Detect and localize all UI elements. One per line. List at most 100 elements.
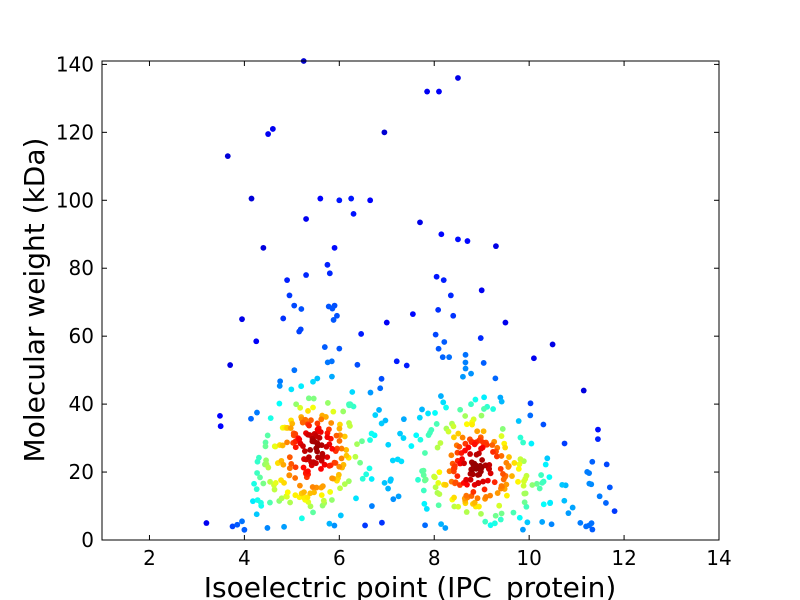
data-point: [264, 432, 271, 439]
data-point: [463, 509, 470, 515]
data-point: [389, 457, 396, 464]
data-point: [336, 345, 343, 352]
data-point: [498, 483, 505, 489]
x-tick-label: 12: [611, 546, 636, 570]
data-point: [469, 471, 476, 478]
x-axis-label: Isoelectric point (IPC_protein): [204, 571, 617, 600]
data-point: [539, 479, 546, 486]
data-point: [467, 451, 474, 457]
data-point: [241, 526, 248, 533]
data-point: [229, 523, 236, 530]
data-point: [253, 511, 260, 518]
data-point: [272, 479, 279, 486]
data-point: [400, 435, 407, 441]
data-point: [586, 470, 593, 477]
data-point: [256, 454, 262, 461]
data-point: [462, 447, 468, 454]
data-point: [439, 354, 446, 361]
data-point: [359, 438, 365, 445]
data-point: [474, 495, 481, 502]
data-point: [291, 367, 298, 374]
data-point: [354, 361, 361, 368]
data-point: [292, 431, 299, 437]
data-point: [521, 490, 528, 497]
data-point: [420, 487, 427, 494]
data-point: [217, 423, 224, 430]
data-point: [450, 312, 457, 319]
data-point: [280, 315, 287, 322]
data-point: [468, 370, 474, 377]
data-point: [473, 465, 480, 472]
data-point: [520, 526, 526, 533]
data-point: [478, 445, 484, 452]
data-point: [490, 449, 496, 455]
data-point: [281, 479, 287, 486]
data-point: [276, 400, 283, 407]
y-tick-label: 100: [56, 188, 94, 212]
data-point: [480, 360, 487, 366]
data-point: [203, 520, 210, 526]
data-point: [462, 351, 469, 358]
data-point: [515, 418, 522, 424]
data-point: [569, 504, 576, 511]
data-point: [321, 344, 328, 350]
data-point: [455, 75, 461, 81]
data-point: [464, 481, 470, 488]
data-point: [376, 407, 382, 413]
data-point: [248, 415, 254, 422]
data-point: [462, 413, 469, 419]
data-point: [288, 460, 295, 467]
data-point: [368, 430, 375, 437]
data-point: [480, 439, 487, 446]
data-point: [262, 443, 269, 450]
data-point: [462, 365, 469, 372]
data-point: [292, 464, 299, 471]
data-point: [493, 243, 499, 250]
data-point: [442, 525, 449, 531]
data-point: [509, 473, 515, 479]
data-point: [447, 292, 454, 299]
data-point: [432, 410, 438, 416]
data-point: [284, 277, 290, 284]
data-point: [446, 354, 453, 361]
data-point: [272, 443, 279, 450]
data-point: [421, 500, 428, 507]
data-point: [420, 472, 427, 479]
data-point: [310, 459, 317, 466]
data-point: [369, 503, 375, 509]
data-point: [542, 461, 549, 468]
data-point: [431, 474, 438, 481]
data-point: [511, 460, 518, 466]
data-point: [481, 406, 487, 412]
x-tick-label: 2: [143, 546, 156, 570]
data-point: [326, 520, 333, 527]
data-point: [478, 510, 484, 517]
data-point: [475, 480, 482, 486]
data-point: [438, 231, 445, 238]
data-point: [538, 472, 545, 478]
data-point: [299, 419, 306, 426]
data-point: [385, 485, 391, 492]
data-point: [517, 456, 524, 463]
data-point: [527, 400, 534, 407]
data-point: [297, 404, 304, 411]
data-point: [300, 464, 307, 471]
data-point: [345, 478, 352, 485]
data-point: [425, 410, 431, 417]
data-point: [547, 499, 554, 506]
data-point: [435, 480, 442, 486]
data-point: [279, 442, 286, 449]
data-point: [515, 478, 521, 485]
data-point: [451, 463, 458, 469]
data-point: [251, 480, 257, 487]
data-point: [500, 471, 506, 477]
data-point: [287, 425, 294, 431]
data-point: [480, 428, 487, 435]
data-point: [324, 434, 331, 441]
data-point: [489, 442, 496, 448]
data-point: [310, 378, 316, 385]
data-point: [463, 476, 470, 483]
data-point: [433, 421, 440, 427]
data-point: [515, 465, 522, 472]
data-point: [397, 430, 403, 437]
